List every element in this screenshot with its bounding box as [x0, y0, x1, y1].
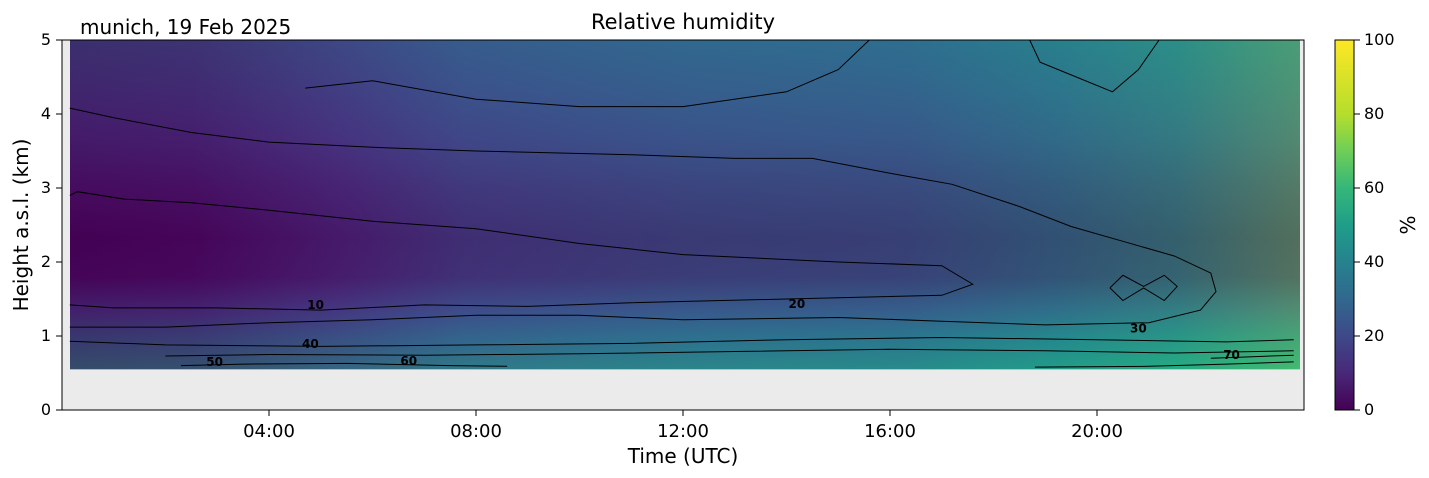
contour-label-10: 10: [307, 298, 324, 312]
contour-labels: 10 20 30 40 50 60 70: [206, 297, 1240, 369]
contour-40: [1029, 40, 1160, 93]
x-tick-label: 12:00: [657, 421, 709, 442]
x-tick-label: 08:00: [450, 421, 502, 442]
contour-10: [69, 191, 974, 311]
y-tick-label: 0: [41, 400, 51, 419]
colorbar-tick-label: 0: [1364, 400, 1374, 419]
colorbar-label: %: [1396, 215, 1420, 234]
x-axis-label: Time (UTC): [627, 444, 739, 468]
colorbar: 0 20 40 60 80 100 %: [1334, 30, 1420, 419]
chart-title: Relative humidity: [591, 10, 775, 34]
contour-label-50: 50: [206, 355, 223, 369]
colorbar-tick-label: 60: [1364, 178, 1384, 197]
contour-30: [305, 40, 870, 108]
y-tick-label: 3: [41, 178, 51, 197]
y-axis-ticks: 0 1 2 3 4 5: [41, 30, 62, 419]
contour-70: [1210, 354, 1294, 359]
contour-60: [1034, 361, 1294, 368]
x-tick-label: 16:00: [864, 421, 916, 442]
contour-label-40: 40: [302, 337, 319, 351]
colorbar-tick-label: 80: [1364, 104, 1384, 123]
colorbar-ticks: 0 20 40 60 80 100: [1354, 30, 1395, 419]
contour-label-60: 60: [400, 354, 417, 368]
y-axis-label: Height a.s.l. (km): [9, 139, 33, 312]
y-tick-label: 4: [41, 104, 51, 123]
y-tick-label: 5: [41, 30, 51, 49]
humidity-field-horizontal: [70, 40, 1300, 370]
colorbar-tick-label: 40: [1364, 252, 1384, 271]
colorbar-tick-label: 20: [1364, 326, 1384, 345]
contour-label-70: 70: [1223, 348, 1240, 362]
y-tick-label: 1: [41, 326, 51, 345]
plot-area: 10 20 30 40 50 60 70: [62, 40, 1304, 410]
contour-40: [165, 348, 1294, 357]
contour-20: [69, 107, 1217, 328]
x-axis-ticks: 04:00 08:00 12:00 16:00 20:00: [243, 410, 1123, 442]
contour-label-20: 20: [788, 297, 805, 311]
contour-label-30: 30: [1130, 322, 1147, 336]
y-tick-label: 2: [41, 252, 51, 271]
colorbar-gradient: [1334, 39, 1355, 411]
chart-subtitle: munich, 19 Feb 2025: [80, 15, 291, 39]
x-tick-label: 04:00: [243, 421, 295, 442]
contour-30: [1109, 274, 1178, 302]
colorbar-tick-label: 100: [1364, 30, 1395, 49]
contour-lines: [69, 40, 1294, 368]
contour-50: [180, 362, 508, 367]
x-tick-label: 20:00: [1071, 421, 1123, 442]
contour-30: [69, 336, 1294, 347]
